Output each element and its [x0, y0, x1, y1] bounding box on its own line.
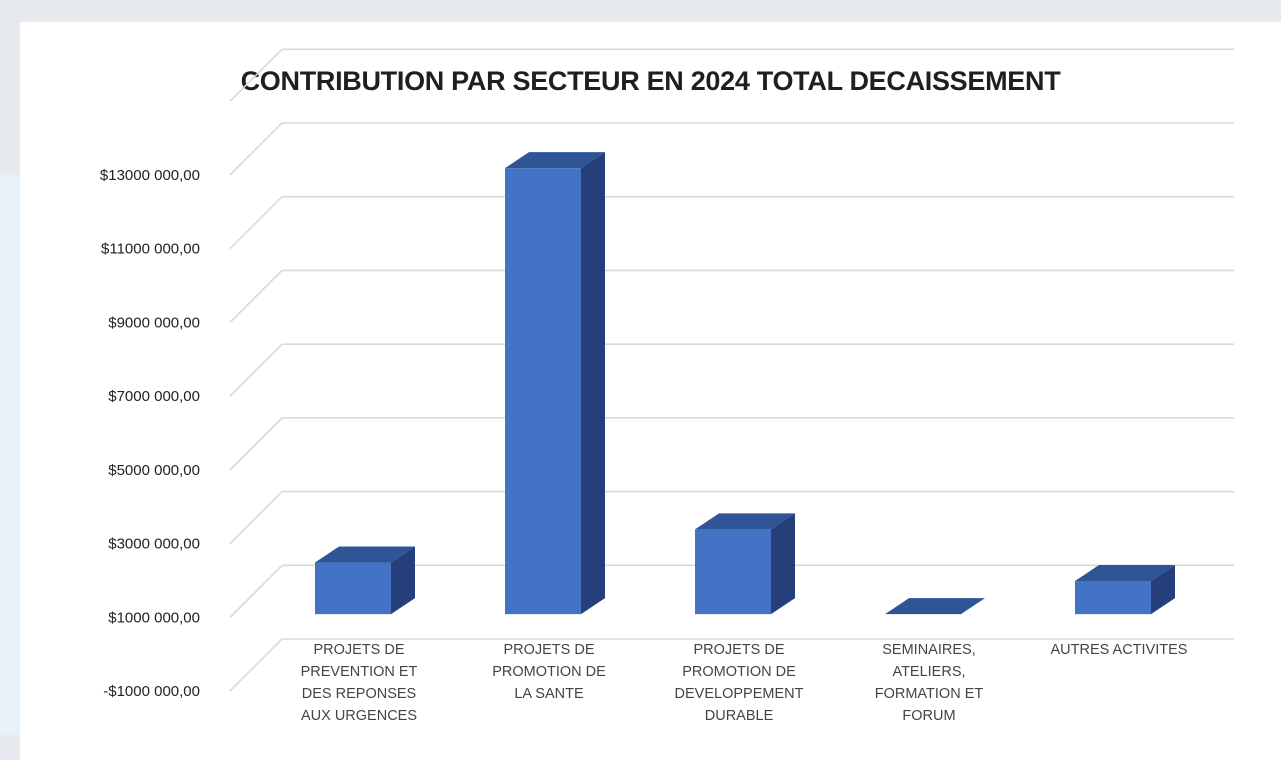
y-tick-label: $9000 000,00: [108, 314, 200, 331]
bar-chart-svg: -$1000 000,00 $1000 000,00 $3000 000,00 $50…: [100, 48, 1234, 724]
gridline-side: [229, 564, 283, 618]
gridline-side: [229, 48, 283, 102]
gridline-side: [229, 343, 283, 397]
bar-top: [885, 598, 985, 615]
background-strip: [0, 175, 20, 735]
bar: [1075, 580, 1151, 615]
bar-side: [581, 152, 605, 615]
y-tick-label: $1000 000,00: [108, 609, 200, 626]
bar: [505, 168, 581, 615]
bar-side: [391, 546, 415, 615]
gridline-side: [229, 638, 283, 692]
gridline-side: [229, 269, 283, 323]
y-tick-label: $5000 000,00: [108, 462, 200, 479]
bar-top: [695, 513, 795, 530]
bar-top: [505, 152, 605, 169]
chart-title: CONTRIBUTION PAR SECTEUR EN 2024 TOTAL D…: [240, 66, 1061, 96]
x-category-label: AUTRES ACTIVITES: [1051, 642, 1188, 658]
gridline-side: [229, 417, 283, 471]
x-category-label: PROJETS DE PROMOTION DE DEVELOPPEMENT DURAB…: [675, 642, 804, 724]
x-category-label: PROJETS DE PROMOTION DE LA SANTE: [492, 642, 606, 702]
y-tick-label: $7000 000,00: [108, 388, 200, 405]
bar: [695, 529, 771, 615]
gridline-side: [229, 122, 283, 176]
y-tick-label: $11000 000,00: [101, 241, 200, 258]
bar-top: [1075, 564, 1175, 581]
x-category-label: PROJETS DE PREVENTION ET DES REPONSES AUX U…: [301, 642, 418, 724]
bar: [315, 562, 391, 615]
bar-side: [1151, 564, 1175, 615]
bar-side: [771, 513, 795, 615]
gridline-side: [229, 196, 283, 250]
y-tick-label: $3000 000,00: [108, 536, 200, 553]
gridline-side: [229, 491, 283, 545]
y-tick-label: $13000 000,00: [100, 167, 200, 184]
bar-top: [315, 546, 415, 563]
x-category-label: SEMINAIRES, ATELIERS, FORMATION ET FORUM: [875, 642, 984, 724]
y-tick-label: -$1000 000,00: [103, 683, 200, 700]
chart-card: CONTRIBUTION PAR SECTEUR EN 2024 TOTAL D…: [20, 22, 1281, 760]
